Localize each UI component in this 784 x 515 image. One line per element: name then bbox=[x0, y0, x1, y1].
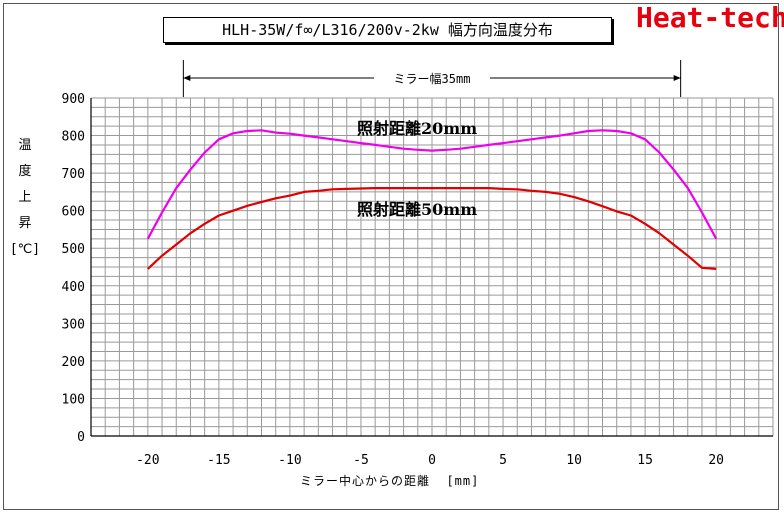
x-tick-label: -10 bbox=[278, 453, 301, 468]
y-axis-label-unit: [℃] bbox=[9, 242, 41, 257]
y-axis-label-char: 上 bbox=[18, 190, 32, 205]
y-tick-label: 300 bbox=[62, 317, 85, 332]
y-tick-label: 200 bbox=[62, 355, 85, 370]
y-tick-label: 800 bbox=[62, 130, 85, 145]
y-tick-label: 600 bbox=[62, 205, 85, 220]
chart-frame bbox=[3, 3, 779, 510]
series-line bbox=[147, 187, 717, 270]
dimension-arrow-right bbox=[673, 75, 681, 81]
series-line bbox=[146, 129, 718, 240]
y-tick-label: 900 bbox=[62, 92, 85, 107]
x-tick-label: 0 bbox=[428, 453, 436, 468]
x-tick-label: -20 bbox=[136, 453, 159, 468]
y-axis-label-char: 昇 bbox=[18, 216, 32, 231]
y-axis-label: 温 度 上 昇 [℃] bbox=[8, 133, 42, 263]
x-axis-label: ミラー中心からの距離 [mm] bbox=[300, 474, 480, 488]
chart-title: HLH-35W/f∞/L316/200v-2kw 幅方向温度分布 bbox=[163, 17, 612, 43]
brand-logo: Heat-tech bbox=[636, 1, 784, 34]
dimension-arrow-left bbox=[183, 75, 191, 81]
x-tick-label: -5 bbox=[353, 453, 369, 468]
x-tick-label: 10 bbox=[566, 453, 582, 468]
series-label: 照射距離20mm bbox=[357, 119, 477, 138]
y-tick-label: 500 bbox=[62, 242, 85, 257]
x-tick-label: 5 bbox=[499, 453, 507, 468]
dimension-label-bg bbox=[374, 69, 490, 86]
dimension-label: ミラー幅35mm bbox=[394, 71, 471, 86]
x-tick-label: -15 bbox=[207, 453, 230, 468]
series-label: 照射距離50mm bbox=[357, 200, 477, 219]
y-tick-label: 0 bbox=[77, 430, 85, 445]
x-tick-label: 15 bbox=[637, 453, 653, 468]
x-tick-label: 20 bbox=[708, 453, 724, 468]
y-tick-label: 400 bbox=[62, 280, 85, 295]
y-tick-label: 700 bbox=[62, 167, 85, 182]
y-axis-label-char: 温 bbox=[18, 138, 32, 153]
y-tick-label: 100 bbox=[62, 392, 85, 407]
y-axis-label-char: 度 bbox=[18, 164, 32, 179]
